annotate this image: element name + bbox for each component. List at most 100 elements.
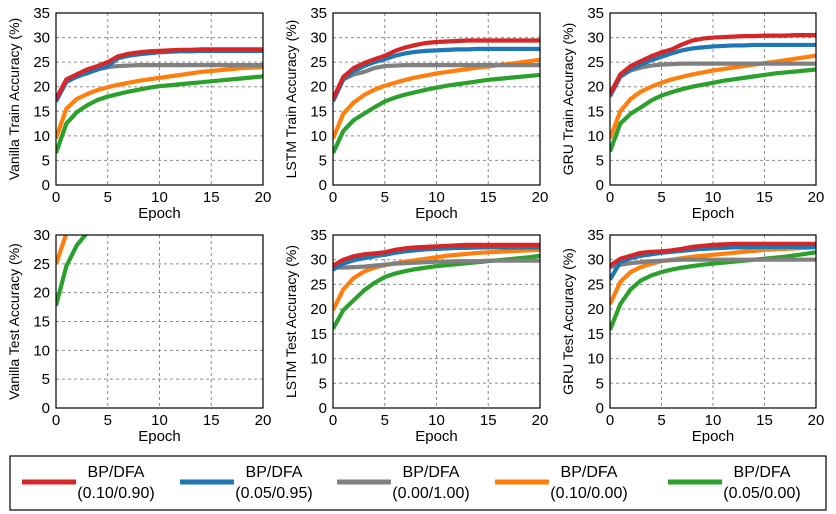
x-axis-label: Epoch bbox=[415, 428, 458, 445]
y-tick-label: 10 bbox=[33, 128, 50, 145]
y-tick-label: 35 bbox=[310, 227, 327, 244]
y-tick-label: 5 bbox=[42, 152, 50, 169]
x-tick-label: 5 bbox=[381, 189, 389, 206]
legend-label-line1: BP/DFA bbox=[88, 464, 145, 481]
x-tick-label: 5 bbox=[381, 412, 389, 429]
x-tick-label: 5 bbox=[104, 189, 112, 206]
y-tick-label: 0 bbox=[596, 400, 604, 417]
y-tick-label: 20 bbox=[33, 79, 50, 96]
legend-label-line2: (0.05/0.00) bbox=[723, 485, 800, 502]
series-line-bp-dfa-0-00-1-00 bbox=[610, 257, 816, 270]
subplot-3: 0 5 10 15 20 25 30 35 0 5 10 15 20 Epoch GRU Train Acc… bbox=[560, 5, 824, 222]
y-tick-label: 30 bbox=[33, 227, 50, 244]
series-line-bp-dfa-0-10-0-90 bbox=[610, 241, 816, 268]
x-tick-label: 0 bbox=[52, 412, 60, 429]
axes-frame bbox=[55, 234, 264, 409]
series-line-bp-dfa-0-10-0-00 bbox=[56, 64, 263, 140]
legend-item-5: BP/DFA (0.05/0.00) bbox=[668, 464, 801, 502]
legend-item-4: BP/DFA (0.10/0.00) bbox=[495, 464, 628, 502]
y-tick-label: 10 bbox=[310, 351, 327, 368]
y-tick-label: 10 bbox=[33, 342, 50, 359]
y-axis-label: Vanilla Test Accuracy (%) bbox=[6, 243, 22, 400]
x-tick-label: 10 bbox=[428, 412, 445, 429]
y-tick-label: 10 bbox=[587, 128, 604, 145]
y-tick-label: 30 bbox=[33, 30, 50, 47]
axes-frame bbox=[332, 234, 541, 409]
y-tick-label: 25 bbox=[310, 276, 327, 293]
legend-label-line1: BP/DFA bbox=[561, 464, 618, 481]
axes-frame bbox=[332, 12, 541, 186]
legend-label-line2: (0.00/1.00) bbox=[392, 485, 469, 502]
y-tick-label: 0 bbox=[42, 400, 50, 417]
y-tick-label: 30 bbox=[310, 252, 327, 269]
legend-label-line2: (0.10/0.00) bbox=[550, 485, 627, 502]
y-tick-label: 15 bbox=[310, 103, 327, 120]
x-tick-label: 20 bbox=[808, 189, 825, 206]
x-tick-label: 15 bbox=[480, 412, 497, 429]
y-tick-label: 20 bbox=[310, 79, 327, 96]
legend-label-line2: (0.10/0.90) bbox=[77, 485, 154, 502]
legend-label-line1: BP/DFA bbox=[734, 464, 791, 481]
series-line-bp-dfa-0-05-0-00 bbox=[610, 250, 816, 331]
y-tick-label: 15 bbox=[33, 314, 50, 331]
x-tick-label: 0 bbox=[606, 412, 614, 429]
x-axis-label: Epoch bbox=[692, 428, 735, 445]
series-group bbox=[333, 38, 540, 154]
subplot-6: 0 5 10 15 20 25 30 35 0 5 10 15 20 Epoch GRU Test Accu… bbox=[560, 227, 824, 445]
legend-item-1: BP/DFA (0.10/0.90) bbox=[22, 464, 155, 502]
y-tick-label: 5 bbox=[596, 375, 604, 392]
series-line-bp-dfa-0-05-0-00 bbox=[610, 67, 816, 153]
axes-frame bbox=[609, 12, 817, 186]
axes-frame bbox=[609, 234, 817, 409]
y-tick-label: 0 bbox=[42, 177, 50, 194]
series-line-bp-dfa-0-05-0-95 bbox=[333, 46, 540, 102]
y-tick-label: 35 bbox=[587, 227, 604, 244]
x-tick-label: 15 bbox=[203, 412, 220, 429]
series-line-bp-dfa-0-00-1-00 bbox=[610, 61, 816, 98]
x-tick-label: 5 bbox=[104, 412, 112, 429]
y-axis-label: LSTM Test Accuracy (%) bbox=[283, 245, 299, 398]
series-line-bp-dfa-0-10-0-90 bbox=[333, 242, 540, 268]
x-tick-label: 10 bbox=[151, 412, 168, 429]
subplot-5: 0 5 10 15 20 25 30 35 0 5 10 15 20 Epoch LSTM Test Acc… bbox=[283, 227, 548, 445]
x-tick-label: 10 bbox=[428, 189, 445, 206]
y-tick-label: 15 bbox=[310, 326, 327, 343]
series-line-bp-dfa-0-10-0-90 bbox=[610, 33, 816, 96]
y-axis-label: GRU Test Accuracy (%) bbox=[560, 248, 576, 395]
y-tick-label: 20 bbox=[587, 79, 604, 96]
legend-label-line1: BP/DFA bbox=[246, 464, 303, 481]
subplot-grid: 0 5 10 15 20 25 30 35 0 5 10 15 20 Epoch Vanilla Train… bbox=[6, 5, 824, 445]
y-tick-label: 20 bbox=[33, 285, 50, 302]
legend-label-line2: (0.05/0.95) bbox=[235, 485, 312, 502]
y-tick-label: 30 bbox=[310, 30, 327, 47]
x-axis-label: Epoch bbox=[138, 205, 181, 222]
series-group bbox=[56, 47, 263, 154]
y-tick-label: 30 bbox=[587, 30, 604, 47]
y-tick-label: 25 bbox=[33, 256, 50, 273]
subplot-2: 0 5 10 15 20 25 30 35 0 5 10 15 20 Epoch LSTM Train Ac… bbox=[283, 5, 548, 222]
legend-item-3: BP/DFA (0.00/1.00) bbox=[337, 464, 470, 502]
y-tick-label: 0 bbox=[319, 177, 327, 194]
y-tick-label: 25 bbox=[587, 276, 604, 293]
y-tick-label: 5 bbox=[319, 375, 327, 392]
axes-frame bbox=[55, 12, 264, 186]
x-tick-label: 20 bbox=[532, 189, 549, 206]
series-group bbox=[333, 242, 540, 330]
series-line-bp-dfa-0-05-0-00 bbox=[333, 72, 540, 154]
series-line-bp-dfa-0-10-0-00 bbox=[333, 247, 540, 312]
y-tick-label: 0 bbox=[319, 400, 327, 417]
x-tick-label: 5 bbox=[657, 189, 665, 206]
legend: BP/DFA (0.10/0.90) BP/DFA (0.05/0.95) BP/DFA… bbox=[9, 455, 827, 511]
series-line-bp-dfa-0-05-0-95 bbox=[610, 244, 816, 281]
subplot-1: 0 5 10 15 20 25 30 35 0 5 10 15 20 Epoch Vanilla Train… bbox=[6, 5, 271, 222]
y-tick-label: 5 bbox=[42, 371, 50, 388]
x-tick-label: 10 bbox=[151, 189, 168, 206]
x-tick-label: 15 bbox=[480, 189, 497, 206]
x-tick-label: 5 bbox=[657, 412, 665, 429]
x-tick-label: 15 bbox=[756, 412, 773, 429]
x-tick-label: 20 bbox=[255, 412, 272, 429]
x-tick-label: 20 bbox=[808, 412, 825, 429]
series-group bbox=[610, 33, 816, 153]
y-tick-label: 10 bbox=[310, 128, 327, 145]
